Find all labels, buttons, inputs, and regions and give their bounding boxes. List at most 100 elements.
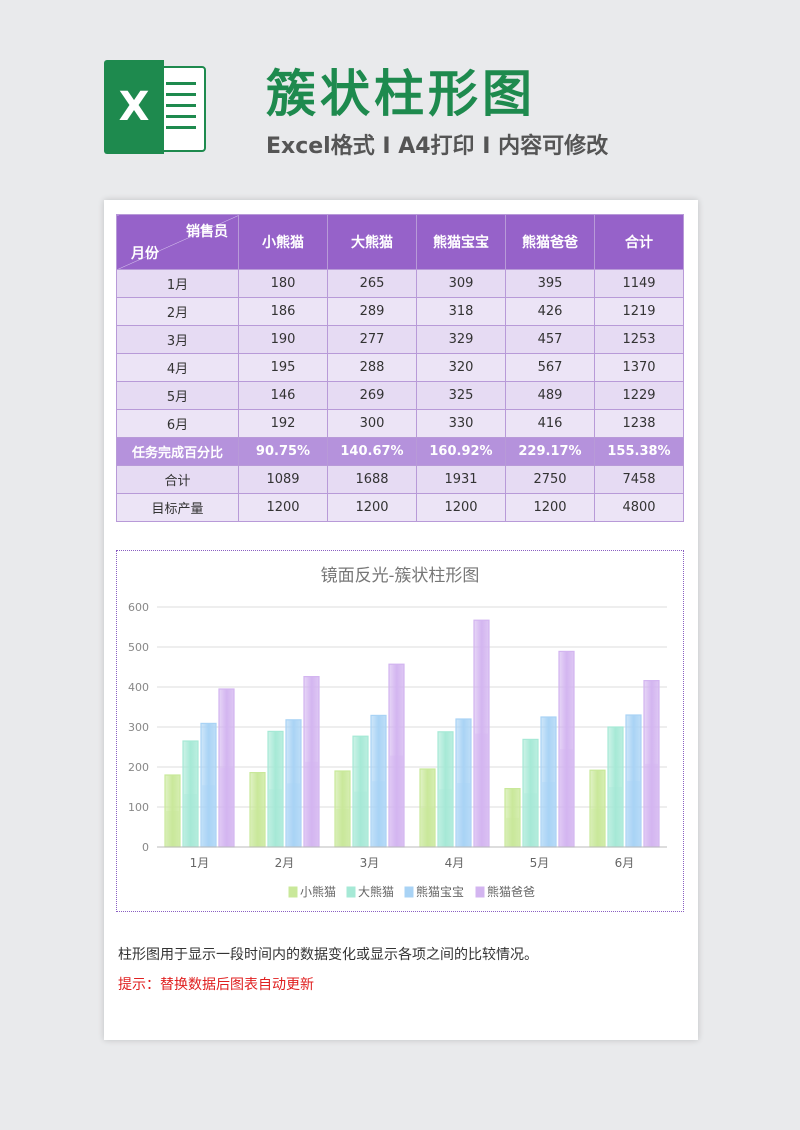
table-cell: 155.38% <box>594 437 684 466</box>
row-label: 目标产量 <box>116 493 239 522</box>
logo-letter: X <box>104 60 164 154</box>
x-tick-label: 6月 <box>615 856 635 870</box>
y-tick-label: 300 <box>128 721 149 734</box>
column-header: 熊猫爸爸 <box>505 214 595 270</box>
bar-reflection <box>506 817 519 847</box>
y-tick-label: 200 <box>128 761 149 774</box>
bar-reflection <box>269 789 282 847</box>
table-cell: 329 <box>416 325 506 354</box>
bar-reflection <box>166 811 179 847</box>
table-cell: 288 <box>327 353 417 382</box>
table-cell: 269 <box>327 381 417 410</box>
bar-reflection <box>390 755 403 847</box>
table-row: 1月 180 265 309 395 1149 <box>116 269 684 298</box>
bar-reflection <box>184 794 197 847</box>
table-cell: 1200 <box>238 493 328 522</box>
table-cell: 1229 <box>594 381 684 410</box>
table-cell: 489 <box>505 381 595 410</box>
bar-reflection <box>475 733 488 847</box>
row-label: 5月 <box>116 381 239 410</box>
table-cell: 1200 <box>416 493 506 522</box>
column-header: 熊猫宝宝 <box>416 214 506 270</box>
table-cell: 195 <box>238 353 328 382</box>
legend-label: 熊猫爸爸 <box>487 884 535 899</box>
x-tick-label: 2月 <box>275 856 295 870</box>
bar-reflection <box>372 781 385 847</box>
table-cell: 330 <box>416 409 506 438</box>
bar-reflection <box>220 768 233 847</box>
table-cell: 325 <box>416 381 506 410</box>
bar-reflection <box>421 808 434 847</box>
row-label: 任务完成百分比 <box>116 437 239 466</box>
table-cell: 265 <box>327 269 417 298</box>
column-header: 合计 <box>594 214 684 270</box>
x-tick-label: 5月 <box>530 856 550 870</box>
bar-reflection <box>609 787 622 847</box>
table-cell: 567 <box>505 353 595 382</box>
legend-label: 小熊猫 <box>300 884 336 899</box>
table-cell: 416 <box>505 409 595 438</box>
row-label: 合计 <box>116 465 239 494</box>
bar-reflection <box>627 781 640 847</box>
corner-top-label: 销售员 <box>186 224 228 240</box>
table-cell: 140.67% <box>327 437 417 466</box>
table-cell: 1931 <box>416 465 506 494</box>
bar-reflection <box>457 783 470 847</box>
table-header-row: 销售员 月份 小熊猫 大熊猫 熊猫宝宝 熊猫爸爸 合计 <box>116 214 684 270</box>
update-tip: 提示：替换数据后图表自动更新 <box>118 977 314 993</box>
table-cell: 1219 <box>594 297 684 326</box>
column-header: 小熊猫 <box>238 214 328 270</box>
row-label: 1月 <box>116 269 239 298</box>
sales-table: 销售员 月份 小熊猫 大熊猫 熊猫宝宝 熊猫爸爸 合计 1月 180 265 309 3… <box>116 214 684 522</box>
chart-area: 镜面反光-簇状柱形图 0 100 200 300 400 500 600 1月 2月 3月 4月 5月 6… <box>116 550 684 912</box>
total-row: 合计 1089 1688 1931 2750 7458 <box>116 465 684 494</box>
table-cell: 229.17% <box>505 437 595 466</box>
bar-reflection <box>305 761 318 847</box>
table-cell: 146 <box>238 381 328 410</box>
excel-logo-icon: X <box>104 60 208 154</box>
table-cell: 309 <box>416 269 506 298</box>
table-cell: 1200 <box>327 493 417 522</box>
row-label: 4月 <box>116 353 239 382</box>
table-cell: 1200 <box>505 493 595 522</box>
x-tick-label: 3月 <box>360 856 380 870</box>
y-tick-label: 0 <box>142 841 149 854</box>
page-subtitle: Excel格式 I A4打印 I 内容可修改 <box>266 134 609 159</box>
table-cell: 180 <box>238 269 328 298</box>
table-cell: 457 <box>505 325 595 354</box>
column-header: 大熊猫 <box>327 214 417 270</box>
bar-reflection <box>287 783 300 847</box>
table-cell: 318 <box>416 297 506 326</box>
legend-swatch <box>475 886 485 898</box>
corner-cell: 销售员 月份 <box>116 214 239 270</box>
bar-reflection <box>645 763 658 847</box>
x-tick-label: 1月 <box>190 856 210 870</box>
page-title: 簇状柱形图 <box>266 65 536 123</box>
table-cell: 1089 <box>238 465 328 494</box>
table-cell: 2750 <box>505 465 595 494</box>
y-tick-label: 600 <box>128 601 149 614</box>
chart-note: 柱形图用于显示一段时间内的数据变化或显示各项之间的比较情况。 <box>118 947 538 963</box>
y-tick-label: 400 <box>128 681 149 694</box>
table-row: 4月 195 288 320 567 1370 <box>116 353 684 382</box>
legend-label: 熊猫宝宝 <box>416 884 464 899</box>
bar-reflection <box>439 789 452 847</box>
table-cell: 186 <box>238 297 328 326</box>
table-row: 5月 146 269 325 489 1229 <box>116 381 684 410</box>
row-label: 2月 <box>116 297 239 326</box>
table-cell: 426 <box>505 297 595 326</box>
row-label: 6月 <box>116 409 239 438</box>
table-cell: 300 <box>327 409 417 438</box>
table-cell: 90.75% <box>238 437 328 466</box>
table-row: 3月 190 277 329 457 1253 <box>116 325 684 354</box>
completion-row: 任务完成百分比 90.75% 140.67% 160.92% 229.17% 155.38… <box>116 437 684 466</box>
table-cell: 289 <box>327 297 417 326</box>
table-cell: 192 <box>238 409 328 438</box>
legend-swatch <box>404 886 414 898</box>
table-cell: 190 <box>238 325 328 354</box>
legend-swatch <box>346 886 356 898</box>
document-page: 销售员 月份 小熊猫 大熊猫 熊猫宝宝 熊猫爸爸 合计 1月 180 265 309 3… <box>104 200 698 1040</box>
table-cell: 277 <box>327 325 417 354</box>
table-cell: 1370 <box>594 353 684 382</box>
table-cell: 1688 <box>327 465 417 494</box>
